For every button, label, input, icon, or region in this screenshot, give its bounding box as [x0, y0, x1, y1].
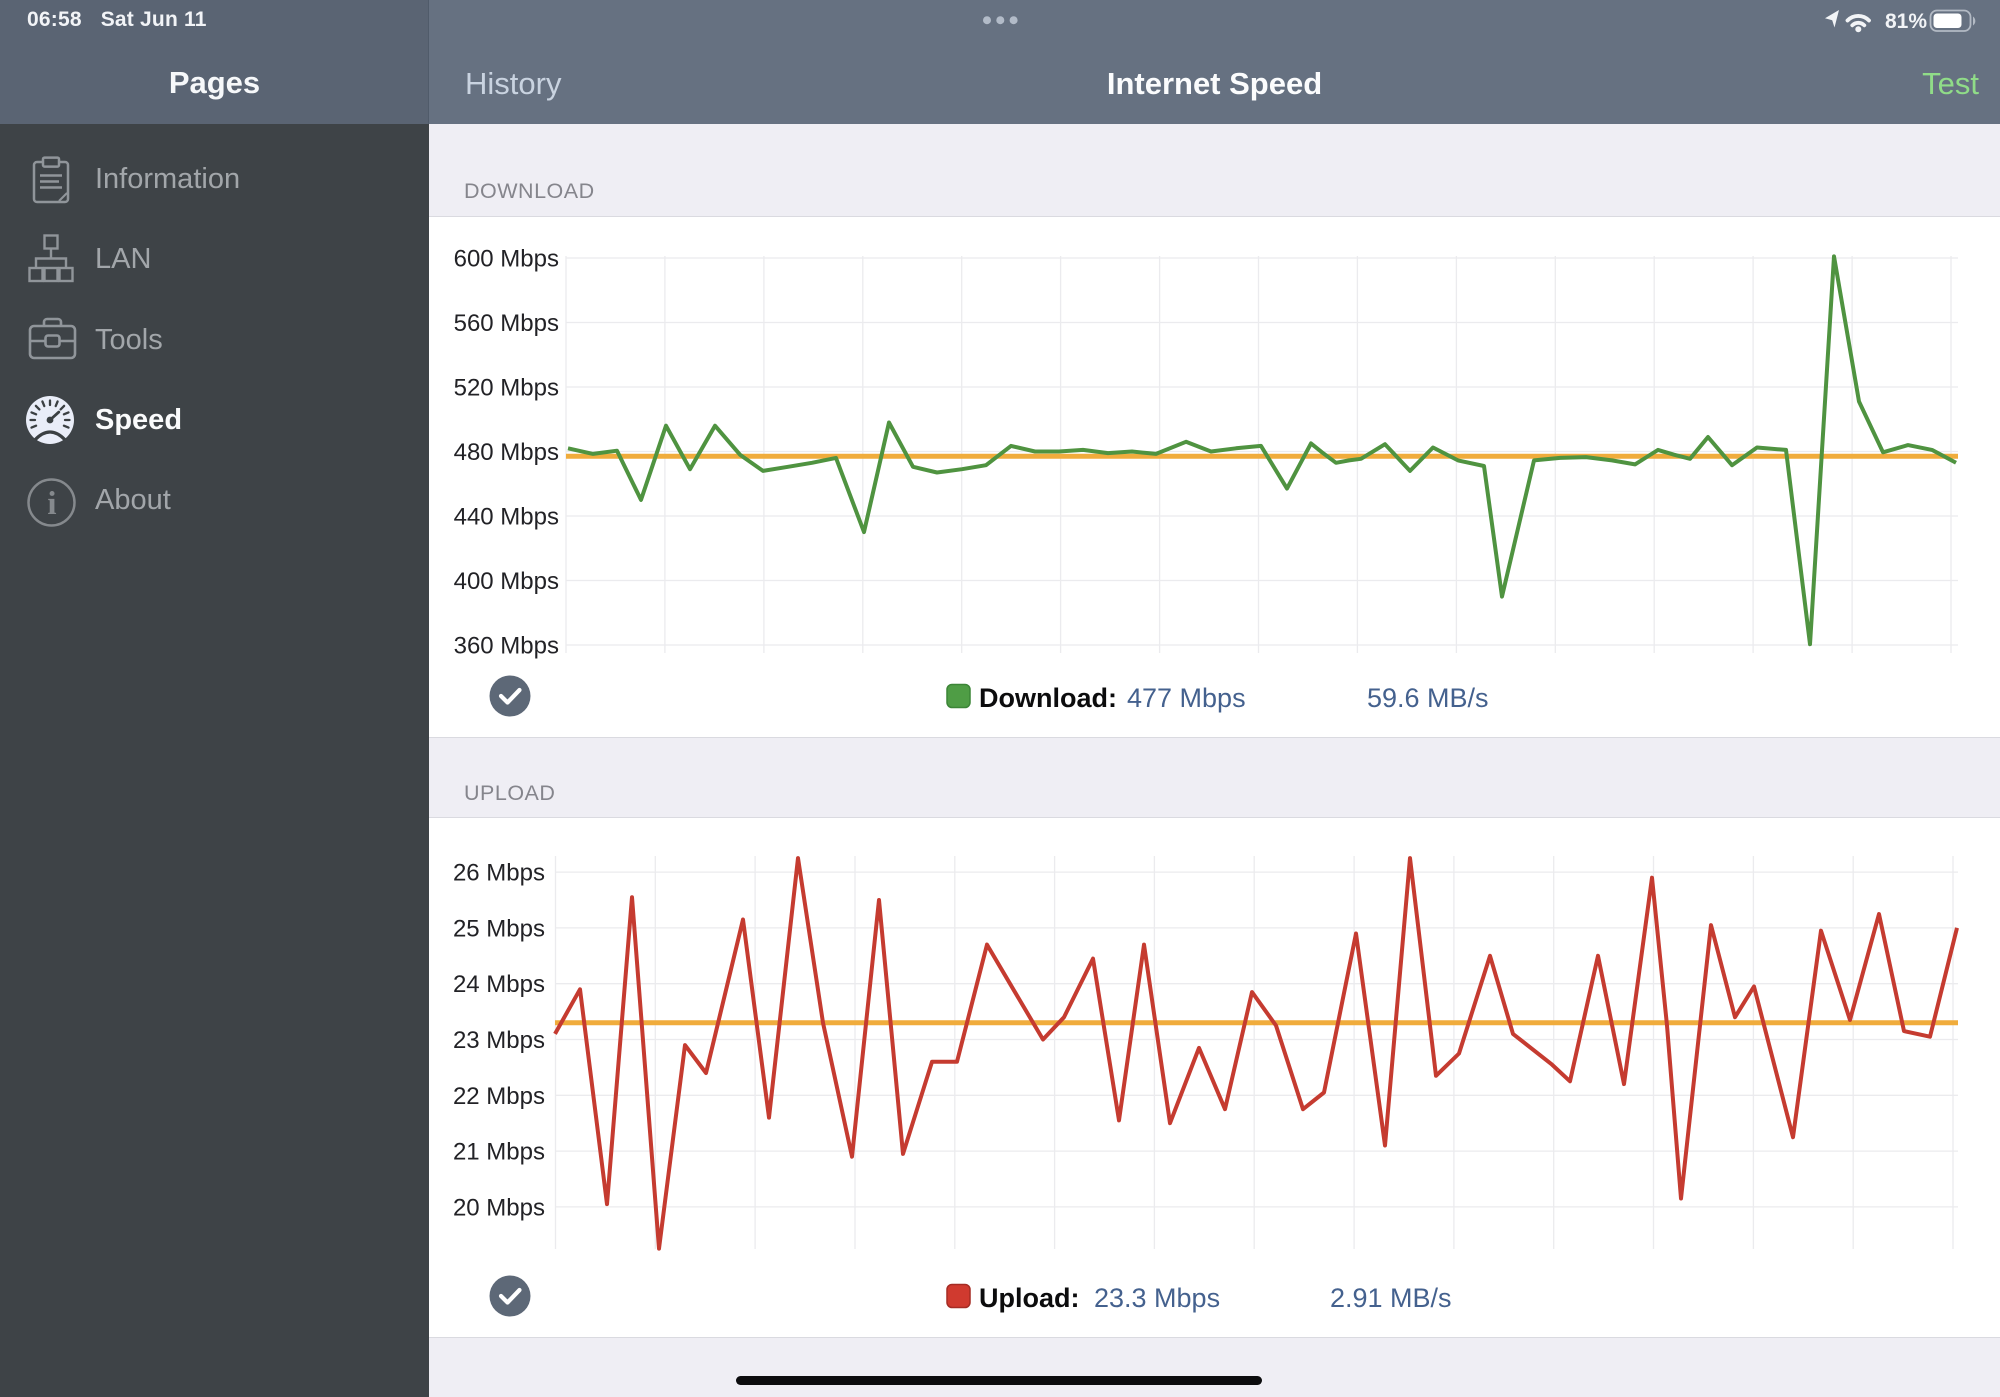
svg-text:23 Mbps: 23 Mbps	[453, 1027, 545, 1054]
svg-text:24 Mbps: 24 Mbps	[453, 971, 545, 998]
svg-text:i: i	[47, 486, 56, 522]
svg-text:600 Mbps: 600 Mbps	[454, 246, 559, 273]
svg-text:480 Mbps: 480 Mbps	[454, 439, 559, 466]
svg-text:360 Mbps: 360 Mbps	[454, 633, 559, 660]
svg-text:520 Mbps: 520 Mbps	[454, 375, 559, 402]
svg-text:21 Mbps: 21 Mbps	[453, 1139, 545, 1166]
svg-text:25 Mbps: 25 Mbps	[453, 915, 545, 942]
svg-text:81%: 81%	[1885, 10, 1927, 33]
svg-text:440 Mbps: 440 Mbps	[454, 504, 559, 531]
svg-text:560 Mbps: 560 Mbps	[454, 310, 559, 337]
svg-text:400 Mbps: 400 Mbps	[454, 568, 559, 595]
svg-text:20 Mbps: 20 Mbps	[453, 1194, 545, 1221]
svg-text:22 Mbps: 22 Mbps	[453, 1083, 545, 1110]
svg-text:26 Mbps: 26 Mbps	[453, 860, 545, 887]
